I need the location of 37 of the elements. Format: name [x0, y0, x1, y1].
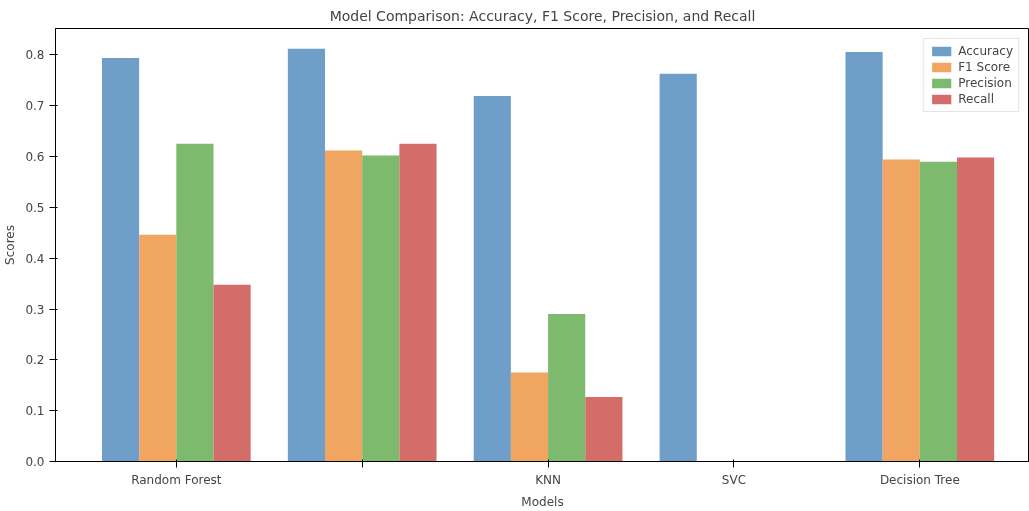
bar [845, 51, 883, 462]
bar [510, 372, 549, 462]
legend-label: Accuracy [958, 44, 1013, 58]
y-tick-label: 0.8 [25, 48, 45, 63]
y-tick-label: 0.3 [25, 302, 45, 317]
y-tick-label: 0.4 [25, 251, 45, 266]
y-tick-label: 0.5 [25, 200, 45, 215]
bar [213, 284, 251, 462]
y-tick-label: 0.0 [25, 455, 45, 469]
bar [287, 48, 326, 462]
y-tick-label: 0.2 [25, 353, 45, 368]
bar [585, 396, 623, 462]
bar [362, 155, 400, 462]
legend-label: Precision [958, 76, 1012, 90]
bar [548, 314, 586, 462]
chart-title: Model Comparison: Accuracy, F1 Score, Precision, and Recall [329, 7, 756, 24]
bar [473, 96, 511, 462]
x-tick-label: Random Forest [131, 472, 222, 487]
bar [919, 161, 958, 462]
bar [176, 143, 214, 462]
x-tick-label: Decision Tree [879, 472, 960, 487]
bar [101, 57, 140, 462]
y-tick-label: 0.1 [25, 404, 45, 419]
y-tick-label: 0.6 [25, 150, 45, 165]
legend-label: F1 Score [958, 60, 1011, 74]
legend-label: Recall [958, 92, 995, 106]
bar [139, 234, 177, 462]
bar [325, 150, 363, 462]
bar [659, 73, 697, 462]
x-tick-label: SVC [721, 472, 747, 487]
x-tick-label: KNN [535, 472, 561, 487]
bar [399, 143, 437, 462]
x-axis-title: Models [521, 494, 564, 509]
y-axis-title: Scores [3, 225, 18, 265]
y-tick-label: 0.7 [25, 99, 45, 114]
bar [957, 157, 995, 462]
bar [882, 159, 920, 462]
